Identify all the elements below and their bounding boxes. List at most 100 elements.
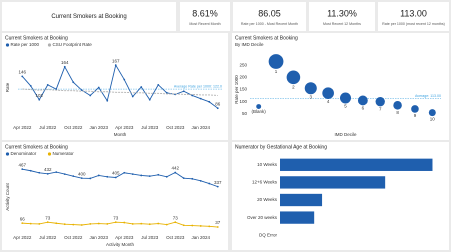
- x-tick-label: Apr 2022: [13, 235, 32, 240]
- data-label: 442: [171, 166, 179, 171]
- kpi-value: 11.30%: [327, 8, 357, 18]
- point: [199, 225, 202, 227]
- point: [21, 222, 24, 225]
- data-label: 400: [78, 171, 86, 176]
- x-tick-label: Apr 2022: [13, 125, 32, 130]
- y-axis-title: Rate: [5, 82, 10, 92]
- data-label: 167: [112, 58, 120, 63]
- y-tick-label: Over 20 weeks: [247, 215, 278, 220]
- bubble-label: 8: [396, 110, 399, 115]
- bubble-label: 7: [379, 107, 382, 112]
- point: [80, 177, 83, 180]
- bubble: [411, 105, 419, 113]
- chart-title: Numerator by Gestational Age at Booking: [235, 144, 327, 150]
- bar: [280, 158, 433, 171]
- point: [208, 225, 211, 228]
- bar: [280, 211, 315, 224]
- chart-panel: [232, 33, 449, 140]
- series-line: [22, 88, 218, 96]
- x-tick-label: Jan 2023: [89, 235, 108, 240]
- point: [114, 221, 117, 224]
- y-tick-label: 20 Weeks: [257, 197, 278, 202]
- point: [38, 223, 41, 225]
- point: [140, 222, 143, 225]
- bubble: [304, 82, 317, 95]
- bubble-label: (Blank): [252, 109, 267, 114]
- point: [46, 172, 49, 175]
- x-tick-label: Oct 2022: [64, 125, 83, 130]
- point: [174, 171, 177, 174]
- point: [182, 90, 185, 93]
- x-tick-label: Jul 2022: [39, 125, 57, 130]
- point: [55, 222, 58, 225]
- average-label: Average Rate per 1000: 122.0: [174, 85, 222, 89]
- point: [165, 91, 168, 94]
- point: [106, 99, 109, 102]
- legend-label: Denominator: [11, 151, 37, 156]
- point: [182, 224, 185, 227]
- point: [174, 221, 177, 224]
- y-tick-label: 100: [239, 99, 247, 104]
- point: [157, 83, 160, 86]
- data-label: 37: [215, 220, 221, 225]
- kpi-value: 86.05: [258, 8, 281, 18]
- bubble: [268, 54, 284, 69]
- point: [123, 171, 126, 174]
- x-tick-label: Jan 2024: [191, 125, 210, 130]
- point: [131, 173, 134, 176]
- bubble: [322, 87, 334, 99]
- point: [63, 65, 66, 68]
- bubble: [256, 104, 262, 109]
- point: [97, 174, 100, 177]
- series-line: [22, 168, 218, 188]
- data-label: 73: [45, 215, 51, 220]
- kpi-label: Rate per 1000 (most recent 12 months): [382, 22, 445, 26]
- point: [97, 222, 100, 225]
- x-tick-label: Jul 2022: [39, 235, 57, 240]
- point: [72, 81, 75, 84]
- y-tick-label: 250: [239, 62, 247, 67]
- point: [21, 75, 24, 78]
- y-axis-title: Rate per 1000: [234, 75, 239, 104]
- point: [63, 173, 66, 176]
- point: [72, 175, 75, 178]
- point: [114, 176, 117, 179]
- point: [21, 168, 24, 171]
- point: [38, 171, 41, 174]
- point: [148, 223, 151, 226]
- data-label: 86: [215, 101, 221, 106]
- point: [55, 171, 58, 173]
- point: [191, 224, 194, 227]
- legend-label: CSU Footprint Rate: [53, 42, 93, 47]
- point: [157, 173, 160, 176]
- point: [29, 222, 32, 225]
- x-axis-title: IMD Decile: [334, 132, 357, 137]
- x-tick-label: Jan 2024: [191, 235, 210, 240]
- chart-title: Current Smokers at Booking: [5, 35, 68, 41]
- y-tick-label: DQ Error: [259, 232, 278, 237]
- header-card: [2, 2, 176, 31]
- data-label: 405: [112, 171, 120, 176]
- bar: [280, 193, 323, 207]
- point: [208, 100, 211, 103]
- y-tick-label: 10 Weeks: [257, 162, 278, 167]
- point: [89, 94, 92, 97]
- point: [199, 179, 202, 182]
- point: [80, 224, 83, 226]
- series-line: [22, 221, 218, 228]
- legend-marker: [47, 152, 52, 156]
- kpi-value: 8.61%: [192, 8, 218, 18]
- point: [182, 177, 185, 180]
- bubble-label: 5: [344, 104, 347, 109]
- kpi-value: 113.00: [400, 8, 427, 18]
- point: [97, 86, 100, 89]
- data-label: 73: [173, 215, 179, 220]
- point: [38, 98, 41, 101]
- y-axis-title: Activity Count: [5, 182, 10, 210]
- data-label: 66: [20, 216, 26, 221]
- point: [80, 89, 83, 92]
- chart-panel: [2, 33, 228, 140]
- y-tick-label: 200: [239, 75, 247, 80]
- bubble-label: 6: [362, 106, 365, 111]
